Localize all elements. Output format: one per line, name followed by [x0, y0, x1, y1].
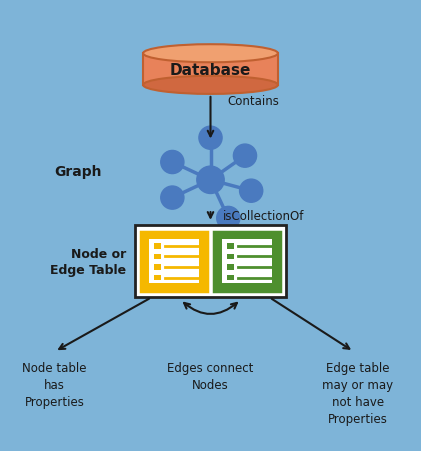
FancyBboxPatch shape [227, 244, 234, 249]
Text: Contains: Contains [227, 95, 279, 108]
FancyBboxPatch shape [135, 226, 286, 298]
FancyBboxPatch shape [213, 232, 280, 291]
Ellipse shape [217, 207, 240, 230]
Text: Node table
has
Properties: Node table has Properties [22, 361, 87, 408]
Text: Edges connect
Nodes: Edges connect Nodes [167, 361, 254, 391]
Ellipse shape [161, 187, 184, 210]
FancyBboxPatch shape [227, 265, 234, 270]
Ellipse shape [240, 179, 263, 203]
FancyBboxPatch shape [143, 54, 278, 86]
FancyBboxPatch shape [155, 265, 161, 270]
Text: Graph: Graph [55, 165, 102, 178]
Ellipse shape [197, 167, 224, 194]
Ellipse shape [143, 45, 278, 63]
FancyBboxPatch shape [141, 232, 208, 291]
Text: Database: Database [170, 62, 251, 78]
Ellipse shape [161, 151, 184, 174]
FancyBboxPatch shape [155, 276, 161, 281]
FancyBboxPatch shape [155, 254, 161, 259]
Text: Node or
Edge Table: Node or Edge Table [50, 247, 126, 276]
Ellipse shape [143, 77, 278, 95]
FancyBboxPatch shape [227, 276, 234, 281]
FancyBboxPatch shape [221, 239, 272, 284]
FancyBboxPatch shape [227, 254, 234, 259]
FancyArrowPatch shape [184, 303, 237, 314]
Ellipse shape [233, 145, 256, 168]
FancyBboxPatch shape [149, 239, 200, 284]
Ellipse shape [199, 127, 222, 150]
FancyBboxPatch shape [155, 244, 161, 249]
Text: isCollectionOf: isCollectionOf [223, 210, 304, 223]
Text: Edge table
may or may
not have
Properties: Edge table may or may not have Propertie… [322, 361, 393, 425]
